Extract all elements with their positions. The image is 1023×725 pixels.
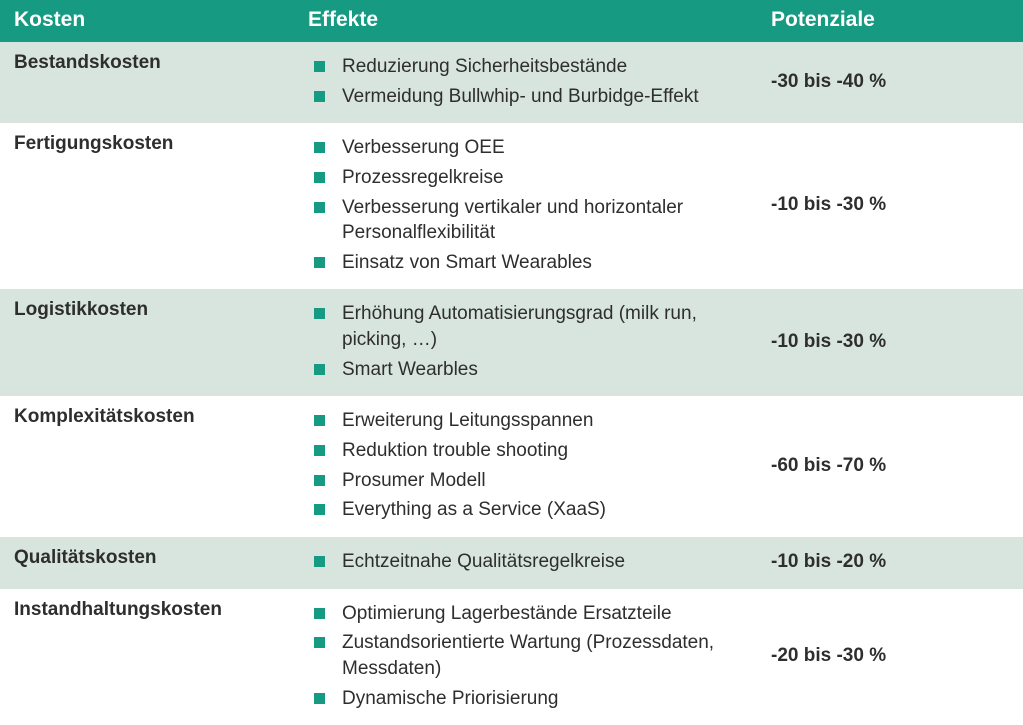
table-row: KomplexitätskostenErweiterung Leitungssp… [0,396,1023,537]
effects-list: Reduzierung SicherheitsbeständeVermeidun… [308,52,743,111]
cell-potenzial: -20 bis -30 % [757,589,1023,725]
effect-item: Verbesserung OEE [312,133,743,163]
col-header-effekte: Effekte [294,0,757,42]
cell-kosten: Instandhaltungskosten [0,589,294,725]
effect-item: Vermeidung Bullwhip- und Burbidge-Effekt [312,82,743,112]
cell-potenzial: -10 bis -20 % [757,537,1023,589]
effect-item: Dynamische Priorisierung [312,684,743,714]
cell-potenzial: -10 bis -30 % [757,289,1023,396]
effect-item: Optimierung Lagerbestände Ersatzteile [312,599,743,629]
cell-kosten: Logistikkosten [0,289,294,396]
cell-effekte: Erhöhung Automatisierungsgrad (milk run,… [294,289,757,396]
effects-list: Erhöhung Automatisierungsgrad (milk run,… [308,299,743,384]
effect-item: Verbesserung vertikaler und horizontaler… [312,193,743,248]
cell-kosten: Qualitätskosten [0,537,294,589]
effect-item: Erweiterung Leitungsspannen [312,406,743,436]
effect-item: Erhöhung Automatisierungsgrad (milk run,… [312,299,743,354]
effect-item: Reduzierung Sicherheitsbestände [312,52,743,82]
effect-item: Zustandsorientierte Wartung (Prozessdate… [312,628,743,683]
cell-potenzial: -60 bis -70 % [757,396,1023,537]
table-row: Logistikkosten Erhöhung Automatisierungsg… [0,289,1023,396]
table-row: Qualitätskosten Echtzeitnahe Qualitätsreg… [0,537,1023,589]
effect-item: Prosumer Modell [312,466,743,496]
cell-potenzial: -10 bis -30 % [757,123,1023,289]
cell-potenzial: -30 bis -40 % [757,42,1023,123]
cell-kosten: Komplexitätskosten [0,396,294,537]
cell-effekte: Reduzierung SicherheitsbeständeVermeidun… [294,42,757,123]
cell-effekte: Verbesserung OEEProzessregelkreiseVerbes… [294,123,757,289]
effect-item: Einsatz von Smart Wearables [312,248,743,278]
effect-item: Smart Wearbles [312,355,743,385]
effect-item: Echtzeitnahe Qualitätsregelkreise [312,547,743,577]
effects-list: Verbesserung OEEProzessregelkreiseVerbes… [308,133,743,277]
effect-item: Prozessregelkreise [312,163,743,193]
table-row: FertigungskostenVerbesserung OEEProzessr… [0,123,1023,289]
effects-list: Erweiterung LeitungsspannenReduktion tro… [308,406,743,525]
cell-kosten: Bestandskosten [0,42,294,123]
effect-item: Everything as a Service (XaaS) [312,495,743,525]
effect-item: Reduktion trouble shooting [312,436,743,466]
cell-kosten: Fertigungskosten [0,123,294,289]
cell-effekte: Optimierung Lagerbestände ErsatzteileZus… [294,589,757,725]
table-row: BestandskostenReduzierung Sicherheitsbes… [0,42,1023,123]
effects-list: Echtzeitnahe Qualitätsregelkreise [308,547,743,577]
cost-effects-table: Kosten Effekte Potenziale Bestandskosten… [0,0,1023,725]
col-header-potenziale: Potenziale [757,0,1023,42]
table-header-row: Kosten Effekte Potenziale [0,0,1023,42]
cell-effekte: Erweiterung LeitungsspannenReduktion tro… [294,396,757,537]
effects-list: Optimierung Lagerbestände ErsatzteileZus… [308,599,743,714]
cell-effekte: Echtzeitnahe Qualitätsregelkreise [294,537,757,589]
col-header-kosten: Kosten [0,0,294,42]
table-row: InstandhaltungskostenOptimierung Lagerbe… [0,589,1023,725]
